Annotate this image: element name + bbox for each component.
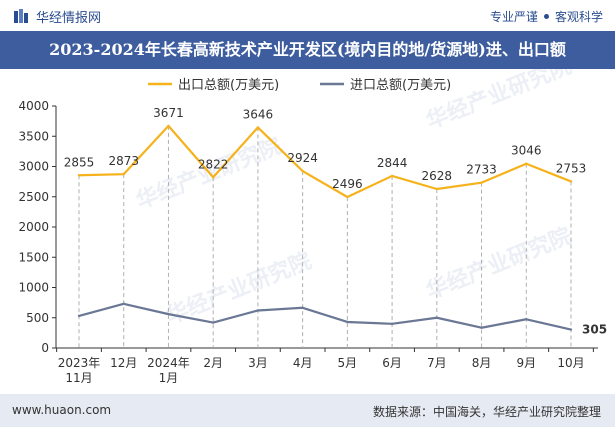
data-point xyxy=(480,326,483,329)
x-tick-label: 2月 xyxy=(203,356,223,370)
slogan-right: 客观科学 xyxy=(554,10,603,24)
x-tick-label: 10月 xyxy=(557,356,584,370)
data-point xyxy=(77,174,81,177)
chart-title: 2023-2024年长春高新技术产业开发区(境内目的地/货源地)进、出口额 xyxy=(49,40,566,59)
slogan-left: 专业严谨 xyxy=(489,10,538,24)
legend-label: 出口总额(万美元) xyxy=(178,78,279,93)
data-point xyxy=(167,124,170,128)
data-point xyxy=(569,180,573,183)
line-chart: 华经产业研究院华经产业研究院华经产业研究院华经产业研究院050010001500… xyxy=(18,69,607,385)
footer-source: 数据来源：中国海关，华经产业研究院整理 xyxy=(372,405,601,419)
data-point xyxy=(346,320,349,324)
x-tick-label: 9月 xyxy=(516,356,536,370)
x-tick-label: 6月 xyxy=(382,356,402,370)
logo-icon xyxy=(14,9,28,23)
x-tick-label: 8月 xyxy=(472,356,492,370)
y-tick-label: 0 xyxy=(41,341,49,355)
legend-label: 进口总额(万美元) xyxy=(350,78,451,93)
series-line-import xyxy=(78,302,572,331)
y-tick-label: 1500 xyxy=(18,250,49,264)
series-line-export xyxy=(78,124,572,199)
data-point xyxy=(346,195,349,199)
data-point xyxy=(301,306,304,309)
data-point xyxy=(211,176,215,179)
footer-url: www.huaon.com xyxy=(12,403,112,417)
data-point xyxy=(256,126,260,129)
x-tick-label: 3月 xyxy=(248,356,268,370)
y-tick-label: 2500 xyxy=(18,190,49,204)
data-point xyxy=(122,302,125,306)
data-label: 2924 xyxy=(287,151,318,165)
data-label: 2844 xyxy=(377,156,408,170)
data-point xyxy=(301,169,304,173)
x-tick-label: 1月 xyxy=(159,371,179,385)
data-label: 2753 xyxy=(556,161,587,175)
x-tick-label: 5月 xyxy=(338,356,358,370)
data-label: 2733 xyxy=(466,163,497,177)
top-bar: 华经情报网 专业严谨 客观科学 xyxy=(0,0,615,30)
y-tick-label: 500 xyxy=(26,311,49,325)
y-tick-label: 2000 xyxy=(18,220,49,234)
brand-name: 华经情报网 xyxy=(36,11,102,26)
data-point xyxy=(569,328,573,331)
data-point xyxy=(480,181,483,184)
data-label: 3671 xyxy=(153,106,184,120)
data-point xyxy=(525,162,528,165)
title-bar: 2023-2024年长春高新技术产业开发区(境内目的地/货源地)进、出口额 xyxy=(0,31,615,69)
y-tick-label: 3500 xyxy=(18,129,49,143)
data-point xyxy=(435,316,439,319)
data-label: 2873 xyxy=(108,154,139,168)
data-point xyxy=(525,318,528,321)
data-point xyxy=(167,312,170,316)
data-point xyxy=(390,322,394,325)
y-tick-label: 1000 xyxy=(18,281,49,295)
data-point xyxy=(211,321,215,324)
x-tick-label: 7月 xyxy=(427,356,447,370)
x-tick-label: 2024年 xyxy=(147,356,190,370)
data-point xyxy=(122,172,125,176)
data-label: 2855 xyxy=(64,155,95,169)
data-label: 305 xyxy=(582,323,607,337)
x-tick-label: 11月 xyxy=(65,371,92,385)
slogan: 专业严谨 客观科学 xyxy=(490,8,603,25)
data-label: 2628 xyxy=(422,169,453,183)
data-label: 2496 xyxy=(332,177,363,191)
data-point xyxy=(435,187,439,191)
data-point xyxy=(256,309,260,312)
slogan-dot-icon xyxy=(543,14,549,19)
watermark-text: 华经产业研究院 xyxy=(423,223,576,305)
data-label: 2822 xyxy=(198,157,229,171)
data-label: 3046 xyxy=(511,144,542,158)
data-point xyxy=(390,174,394,178)
x-tick-label: 4月 xyxy=(293,356,313,370)
data-label: 3646 xyxy=(243,107,274,121)
y-tick-label: 3000 xyxy=(18,160,49,174)
data-point xyxy=(77,314,81,318)
x-tick-label: 12月 xyxy=(110,356,137,370)
footer: www.huaon.com 数据来源：中国海关，华经产业研究院整理 xyxy=(0,394,615,427)
x-tick-label: 2023年 xyxy=(58,356,101,370)
y-tick-label: 4000 xyxy=(18,99,49,113)
